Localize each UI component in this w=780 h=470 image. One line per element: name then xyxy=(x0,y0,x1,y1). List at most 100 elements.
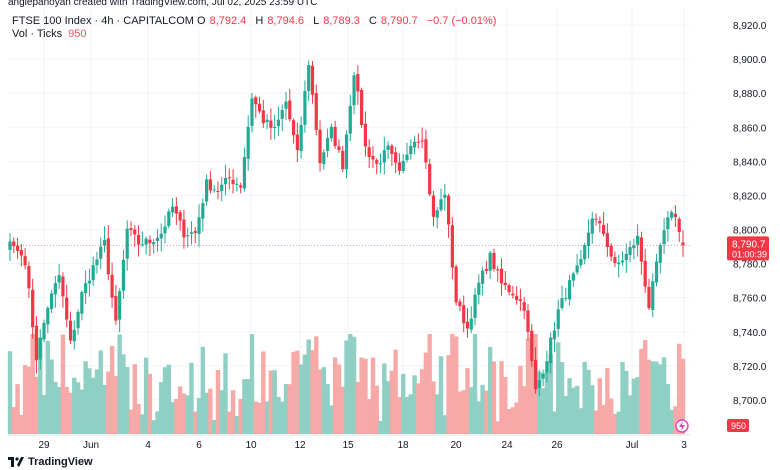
candle-body xyxy=(212,189,216,191)
volume-bar xyxy=(412,375,417,434)
volume-bar xyxy=(586,369,591,434)
volume-bar xyxy=(431,381,436,434)
candle-body xyxy=(269,120,273,128)
last-price-label: 8,790.7 xyxy=(732,239,766,250)
symbol-legend[interactable]: FTSE 100 Index · 4h · CAPITALCOM O 8,792.… xyxy=(12,15,502,27)
candle-body xyxy=(499,268,504,284)
candle-body xyxy=(454,266,458,303)
candle-body xyxy=(159,233,163,239)
candle-body xyxy=(651,281,655,310)
candle-body xyxy=(205,179,209,202)
candle-body xyxy=(216,190,220,192)
candle-body xyxy=(620,260,625,263)
volume-bar xyxy=(442,415,448,434)
volume-bar xyxy=(310,350,315,434)
high-label: H xyxy=(255,15,264,27)
candle-body xyxy=(594,218,598,220)
candle-body xyxy=(681,242,685,246)
volume-bar xyxy=(397,397,402,434)
candle-body xyxy=(273,126,277,128)
volume-bar xyxy=(548,354,553,434)
candle-body xyxy=(416,141,420,143)
candle-body xyxy=(515,295,519,301)
price-tick-label: 8,760.0 xyxy=(733,294,767,305)
volume-bar xyxy=(162,367,168,434)
last-price-tags: 8,790.701:00:39 950 xyxy=(8,236,769,433)
candle-body xyxy=(186,235,190,237)
countdown-label: 01:00:39 xyxy=(732,249,767,259)
candle-body xyxy=(552,330,557,340)
volume-bar xyxy=(450,334,455,434)
volume-bar xyxy=(616,411,621,434)
candle-body xyxy=(27,266,31,289)
volume-bars xyxy=(7,334,686,434)
candle-body xyxy=(507,285,511,293)
candle-body xyxy=(239,185,243,188)
volume-bar xyxy=(650,361,655,434)
volume-bar xyxy=(423,352,429,434)
volume-bar xyxy=(253,401,258,434)
candle-body xyxy=(288,100,292,120)
volume-bar xyxy=(280,401,285,434)
candle-body xyxy=(31,289,35,328)
price-tick-label: 8,820.0 xyxy=(733,191,767,202)
volume-bar xyxy=(174,398,179,434)
volume-bar xyxy=(325,384,330,434)
candle-body xyxy=(49,293,54,309)
candle-body xyxy=(405,154,409,161)
candle-body xyxy=(458,301,462,307)
volume-bar xyxy=(151,420,156,434)
volume-bar xyxy=(79,389,85,434)
candle-body xyxy=(605,233,609,247)
candle-body xyxy=(110,274,114,298)
candle-body xyxy=(602,224,606,234)
volume-bar xyxy=(673,406,678,434)
volume-bar xyxy=(404,396,410,434)
candle-body xyxy=(65,297,69,320)
volume-bar xyxy=(506,409,512,434)
candle-body xyxy=(38,337,42,360)
candle-body xyxy=(348,105,352,134)
volume-bar xyxy=(336,364,342,434)
volume-bar xyxy=(314,336,319,434)
volume-bar xyxy=(654,361,659,434)
candle-body xyxy=(53,283,57,295)
candle-body xyxy=(182,219,186,238)
volume-bar xyxy=(136,403,141,434)
candle-body xyxy=(424,139,428,163)
volume-bar xyxy=(665,384,671,434)
volume-bar xyxy=(677,343,682,434)
time-axis[interactable]: 29 Jun 4 6 10 12 15 18 20 24 26 Jul 3 xyxy=(38,440,687,451)
candle-body xyxy=(352,75,356,106)
candle-body xyxy=(658,245,662,263)
candle-body xyxy=(579,258,583,266)
volume-bar xyxy=(552,411,557,434)
tradingview-logo[interactable]: TradingView xyxy=(8,456,93,468)
volume-bar xyxy=(264,401,270,434)
candle-body xyxy=(356,74,360,92)
price-axis[interactable]: 8,920.0 8,900.0 8,880.0 8,860.0 8,840.0 8,820… xyxy=(733,21,767,407)
candle-body xyxy=(197,217,201,235)
volume-bar xyxy=(72,377,77,434)
volume-bar xyxy=(83,361,88,434)
volume-bar xyxy=(510,407,516,434)
volume-bar xyxy=(329,405,334,434)
volume-bar xyxy=(370,357,376,434)
candle-body xyxy=(15,245,20,251)
candle-body xyxy=(556,309,560,329)
volume-bar xyxy=(230,390,236,434)
volume-bar xyxy=(189,362,194,434)
volume-bar xyxy=(601,405,606,434)
close-label: C xyxy=(368,15,377,27)
candle-body xyxy=(647,287,651,309)
candle-body xyxy=(276,119,281,127)
candle-body xyxy=(193,231,197,233)
candle-body xyxy=(227,177,231,179)
lightning-bolt-icon xyxy=(679,421,685,431)
volume-legend[interactable]: Vol · Ticks 950 xyxy=(12,28,86,40)
candle-body xyxy=(401,160,405,172)
volume-bar xyxy=(366,399,372,434)
volume-bar xyxy=(87,368,92,434)
candle-body xyxy=(220,184,224,192)
